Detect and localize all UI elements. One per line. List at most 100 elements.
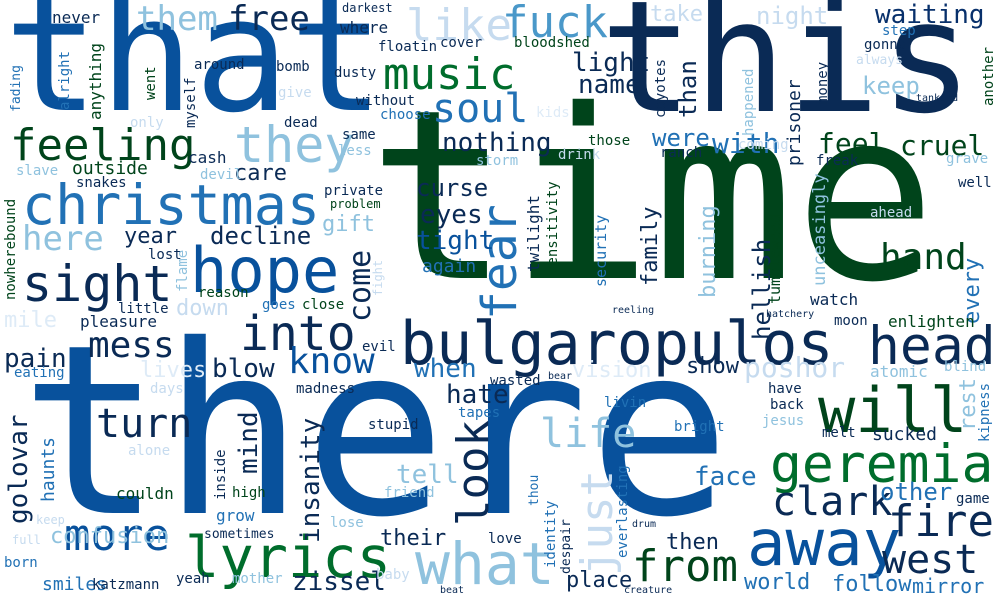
word-private: private — [324, 183, 384, 199]
word-close: close — [302, 297, 345, 313]
word-other: other — [880, 478, 953, 506]
word-mile: mile — [4, 308, 57, 333]
word-tankard: tankard — [916, 93, 959, 104]
word-soul: soul — [432, 86, 529, 132]
word-decline: decline — [210, 222, 312, 250]
word-baby: baby — [376, 567, 410, 583]
word-free: free — [228, 0, 310, 39]
word-blind: blind — [944, 359, 987, 375]
word-devil: devil — [200, 167, 243, 183]
word-have: have — [768, 381, 802, 397]
word-security: security — [592, 214, 610, 287]
word-nowherebound: nowherebound — [3, 198, 19, 300]
word-back: back — [770, 397, 804, 413]
word-sometimes: sometimes — [204, 527, 275, 542]
word-haunts: haunts — [38, 436, 59, 502]
word-money: money — [815, 61, 831, 104]
word-into: into — [240, 306, 356, 362]
word-tapes: tapes — [458, 405, 501, 421]
word-full: full — [12, 533, 41, 547]
word-reeling: reeling — [612, 305, 655, 316]
word-there: there — [20, 294, 731, 569]
word-turn: turn — [96, 401, 193, 447]
word-slave: slave — [16, 163, 59, 179]
word-mother: mother — [232, 571, 283, 587]
word-fire: fire — [888, 496, 994, 547]
word-coming: coming — [738, 137, 789, 153]
word-light: light — [572, 48, 651, 78]
word-were: were — [652, 124, 710, 152]
word-bloodshed: bloodshed — [514, 35, 590, 51]
word-eyes: eyes — [420, 200, 483, 230]
word-sensitivity: sensitivity — [545, 181, 561, 274]
word-than: than — [674, 60, 702, 118]
word-snakes: snakes — [76, 175, 127, 191]
word-gonna: gonna — [864, 37, 907, 53]
word-yeah: yeah — [176, 571, 210, 587]
word-hand: hand — [880, 237, 967, 278]
word-just: just — [572, 470, 623, 576]
word-waiting: waiting — [875, 0, 985, 30]
word-zissel: zissel — [292, 567, 386, 597]
word-went: went — [143, 66, 159, 100]
word-where: where — [340, 18, 389, 37]
word-madness: madness — [296, 381, 356, 397]
word-nothing: nothing — [442, 128, 552, 158]
word-fading: fading — [9, 65, 24, 112]
word-time: time — [368, 59, 937, 334]
word-them: them — [136, 0, 218, 39]
word-poshor: poshor — [744, 351, 846, 384]
word-hope: hope — [190, 234, 340, 307]
word-from: from — [632, 541, 738, 592]
word-lose: lose — [330, 515, 364, 531]
word-sight: sight — [22, 255, 173, 313]
word-only: only — [130, 115, 164, 131]
word-storm: storm — [476, 153, 519, 169]
word-couldn: couldn — [116, 484, 174, 503]
word-lyrics: lyrics — [185, 525, 391, 591]
word-flame: flame — [175, 249, 191, 292]
word-pain: pain — [4, 344, 67, 374]
word-that: that — [4, 0, 385, 148]
word-despair: despair — [559, 519, 574, 574]
word-eating: eating — [14, 365, 65, 381]
word-never: never — [52, 8, 101, 27]
word-tell: tell — [396, 460, 459, 490]
word-like: like — [406, 0, 512, 51]
word-geremia: geremia — [770, 434, 994, 495]
word-grow: grow — [216, 506, 255, 525]
word-fuck: fuck — [502, 0, 608, 48]
word-sucked: sucked — [872, 424, 938, 445]
word-wasted: wasted — [490, 373, 541, 389]
word-take: take — [650, 2, 703, 27]
word-happened: happened — [741, 68, 757, 136]
word-katzmann: katzmann — [92, 577, 160, 593]
word-inside: inside — [213, 449, 229, 500]
word-what: what — [415, 530, 555, 598]
word-follow: follow — [832, 572, 912, 597]
word-keep-2: keep — [36, 513, 65, 527]
word-tight: tight — [416, 226, 495, 256]
word-they: they — [234, 116, 355, 174]
word-clark: clark — [772, 479, 893, 525]
word-dead: dead — [284, 115, 318, 131]
word-alright: alright — [57, 50, 73, 110]
word-anything: anything — [86, 42, 105, 120]
word-cash: cash — [188, 148, 227, 167]
word-twilight: twilight — [524, 194, 543, 272]
word-alone: alone — [128, 443, 171, 459]
word-world: world — [744, 570, 811, 595]
word-prisoner: prisoner — [784, 79, 805, 166]
word-bear: bear — [548, 371, 573, 382]
word-beat: beat — [440, 585, 465, 596]
word-fight: fight — [371, 259, 385, 296]
word-feeling: feeling — [10, 120, 196, 171]
word-know: know — [288, 341, 375, 382]
word-head: head — [868, 316, 996, 377]
word-grave: grave — [946, 151, 989, 167]
word-drum: drum — [632, 519, 657, 530]
word-everlasting: everlasting — [615, 465, 631, 558]
word-again: again — [422, 256, 477, 277]
word-enlighten: enlighten — [888, 312, 975, 331]
word-vision: vision — [572, 358, 652, 383]
